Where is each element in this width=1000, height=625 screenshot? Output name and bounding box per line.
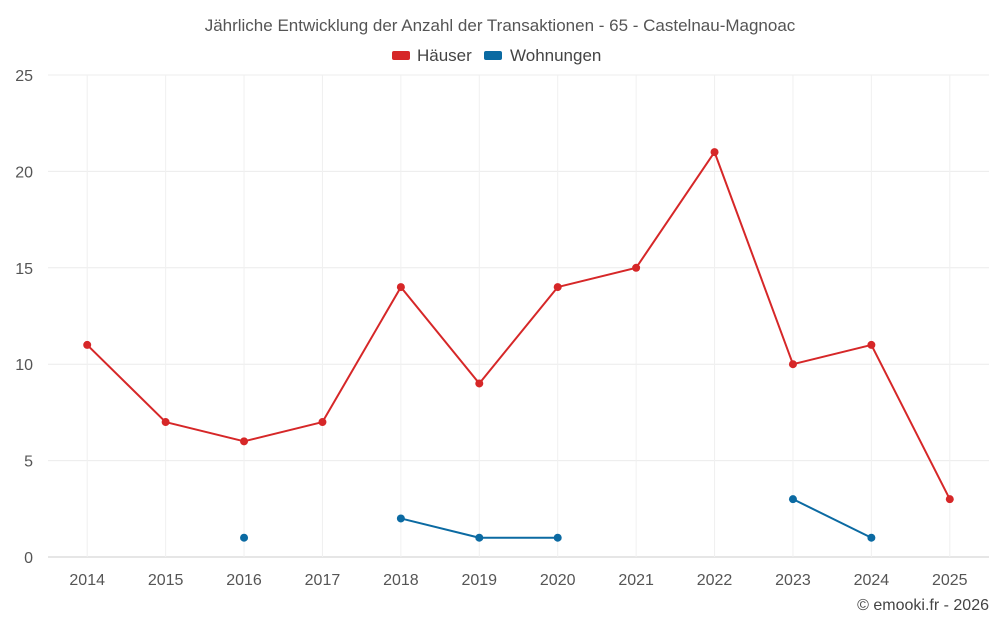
- x-tick-label: 2016: [226, 572, 262, 589]
- x-tick-label: 2015: [148, 572, 184, 589]
- y-tick-label: 5: [24, 454, 33, 471]
- data-point[interactable]: [632, 263, 641, 272]
- x-tick-label: 2022: [697, 572, 733, 589]
- legend-swatch-haeuser: [392, 51, 410, 60]
- data-point[interactable]: [240, 533, 249, 542]
- y-tick-label: 10: [15, 357, 33, 374]
- y-tick-label: 0: [24, 550, 33, 567]
- y-tick-label: 20: [15, 164, 33, 181]
- data-point[interactable]: [710, 148, 719, 157]
- credit-text: © emooki.fr - 2026: [857, 597, 989, 614]
- data-point[interactable]: [553, 533, 562, 542]
- legend-item-haeuser[interactable]: Häuser: [392, 46, 472, 65]
- data-point[interactable]: [161, 418, 170, 427]
- legend-label-haeuser: Häuser: [417, 46, 472, 65]
- y-tick-label: 15: [15, 261, 33, 278]
- data-point[interactable]: [475, 533, 484, 542]
- data-point[interactable]: [318, 418, 327, 427]
- x-tick-label: 2014: [69, 572, 105, 589]
- y-tick-label: 25: [15, 68, 33, 85]
- series-line: [86, 151, 951, 500]
- x-tick-label: 2019: [461, 572, 497, 589]
- legend-item-wohnungen[interactable]: Wohnungen: [484, 46, 601, 65]
- data-point[interactable]: [867, 340, 876, 349]
- data-point[interactable]: [240, 437, 249, 446]
- legend-swatch-wohnungen: [484, 51, 502, 60]
- x-tick-label: 2025: [932, 572, 968, 589]
- x-tick-label: 2018: [383, 572, 419, 589]
- data-point[interactable]: [788, 495, 797, 504]
- x-tick-label: 2024: [854, 572, 890, 589]
- series-line: [792, 498, 872, 539]
- data-point[interactable]: [396, 514, 405, 523]
- x-tick-label: 2021: [618, 572, 654, 589]
- series-1: [240, 495, 876, 542]
- data-point[interactable]: [945, 495, 954, 504]
- series-layer: [83, 148, 954, 542]
- grid: [48, 74, 989, 558]
- data-point[interactable]: [475, 379, 484, 388]
- series-0: [83, 148, 954, 504]
- data-point[interactable]: [553, 283, 562, 292]
- chart-title: Jährliche Entwicklung der Anzahl der Tra…: [205, 16, 796, 35]
- x-tick-label: 2017: [305, 572, 341, 589]
- data-point[interactable]: [83, 340, 92, 349]
- x-tick-label: 2020: [540, 572, 576, 589]
- data-point[interactable]: [396, 283, 405, 292]
- data-point[interactable]: [867, 533, 876, 542]
- data-point[interactable]: [788, 360, 797, 369]
- legend-label-wohnungen: Wohnungen: [510, 46, 601, 65]
- legend: Häuser Wohnungen: [392, 46, 601, 65]
- x-tick-label: 2023: [775, 572, 811, 589]
